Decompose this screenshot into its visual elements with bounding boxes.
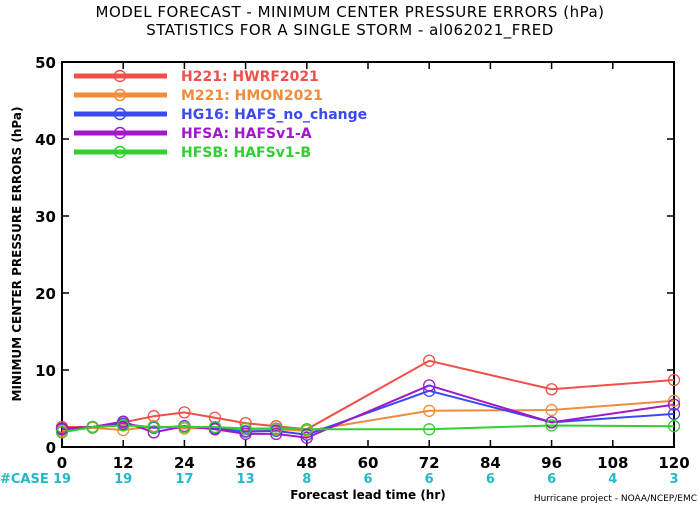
- legend-marker: [113, 107, 127, 121]
- chart-title: MODEL FORECAST - MINIMUM CENTER PRESSURE…: [96, 3, 605, 21]
- case-count: 4: [608, 472, 617, 487]
- series-line: [61, 389, 675, 436]
- plot-area: [61, 61, 675, 448]
- y-tick-label: 40: [35, 131, 56, 149]
- legend-entry: HFSB: HAFSv1-B: [181, 145, 311, 161]
- case-count: 17: [175, 472, 193, 487]
- data-point: [270, 427, 283, 441]
- x-tick-label: 48: [296, 454, 317, 472]
- x-tick-label: 0: [57, 454, 67, 472]
- y-axis-ticks: 0 10 20 30 40 50: [35, 54, 674, 457]
- x-tick-label: 96: [541, 454, 562, 472]
- x-tick-label: 60: [358, 454, 379, 472]
- case-count: 6: [425, 472, 434, 487]
- data-point: [300, 423, 313, 436]
- data-point: [423, 404, 436, 417]
- data-point: [147, 426, 160, 439]
- data-point: [667, 373, 681, 387]
- legend-entry: H221: HWRF2021: [181, 69, 319, 85]
- data-point: [423, 354, 436, 367]
- y-tick-label: 30: [35, 208, 56, 226]
- data-point: [178, 406, 191, 419]
- legend-marker: [113, 145, 127, 159]
- data-point: [667, 394, 681, 407]
- legend-entry: HFSA: HAFSv1-A: [181, 126, 312, 142]
- data-point: [147, 420, 160, 434]
- case-count: 19: [114, 472, 132, 487]
- x-tick-label: 36: [235, 454, 256, 472]
- y-axis-label: MINIMUM CENTER PRESSURE ERRORS (hPa): [10, 107, 24, 402]
- legend: H221: HWRF2021 M221: HMON2021 HG16: HAFS_n…: [74, 69, 367, 161]
- y-tick-label: 20: [35, 285, 56, 303]
- data-point: [545, 416, 558, 429]
- x-tick-label: 12: [113, 454, 134, 472]
- case-count: 19: [53, 472, 71, 487]
- chart-subtitle: STATISTICS FOR A SINGLE STORM - al062021…: [146, 21, 554, 40]
- legend-marker: [113, 88, 127, 102]
- series-lines: [55, 354, 681, 444]
- x-tick-label: 84: [480, 454, 501, 472]
- case-count: 6: [486, 472, 495, 487]
- data-point: [300, 431, 313, 444]
- data-point: [239, 427, 252, 441]
- case-label: #CASE: [0, 472, 49, 487]
- data-point: [545, 419, 558, 432]
- data-point: [55, 426, 69, 439]
- data-point: [300, 428, 313, 441]
- data-point: [545, 403, 558, 417]
- x-tick-label: 24: [174, 454, 195, 472]
- data-point: [86, 420, 99, 434]
- data-point: [117, 415, 130, 428]
- x-tick-label: 120: [658, 454, 689, 472]
- data-point: [117, 419, 130, 432]
- data-point: [667, 398, 681, 411]
- data-point: [423, 423, 436, 436]
- legend-marker: [113, 69, 127, 83]
- data-point: [423, 379, 436, 392]
- data-point: [545, 383, 558, 396]
- series-line: [62, 359, 675, 431]
- legend-entry: HG16: HAFS_no_change: [181, 107, 367, 123]
- data-point: [667, 420, 681, 433]
- case-count: 8: [302, 472, 311, 487]
- y-tick-label: 0: [46, 439, 56, 457]
- case-count: 6: [363, 472, 372, 487]
- x-axis-label: Forecast lead time (hr): [290, 488, 446, 502]
- data-point: [55, 422, 69, 435]
- data-point: [178, 420, 191, 434]
- case-counts: #CASE 19 19 17 13 8 6 6 6 6 4 3: [0, 472, 679, 487]
- credit-text: Hurricane project - NOAA/NCEP/EMC: [534, 494, 697, 504]
- case-count: 3: [669, 472, 678, 487]
- legend-entry: M221: HMON2021: [181, 88, 323, 104]
- data-point: [667, 407, 681, 421]
- y-tick-label: 50: [35, 54, 56, 72]
- case-count: 6: [547, 472, 556, 487]
- data-point: [208, 420, 222, 434]
- data-point: [239, 422, 252, 435]
- data-point: [117, 423, 130, 437]
- y-tick-label: 10: [35, 362, 56, 380]
- case-count: 13: [237, 472, 255, 487]
- x-axis-ticks: 0 12 24 36 48 60 72 84 96 108 120: [57, 62, 690, 472]
- x-tick-label: 72: [419, 454, 440, 472]
- data-point: [270, 422, 283, 435]
- x-tick-label: 108: [597, 454, 628, 472]
- data-point: [423, 384, 436, 397]
- legend-marker: [113, 126, 127, 140]
